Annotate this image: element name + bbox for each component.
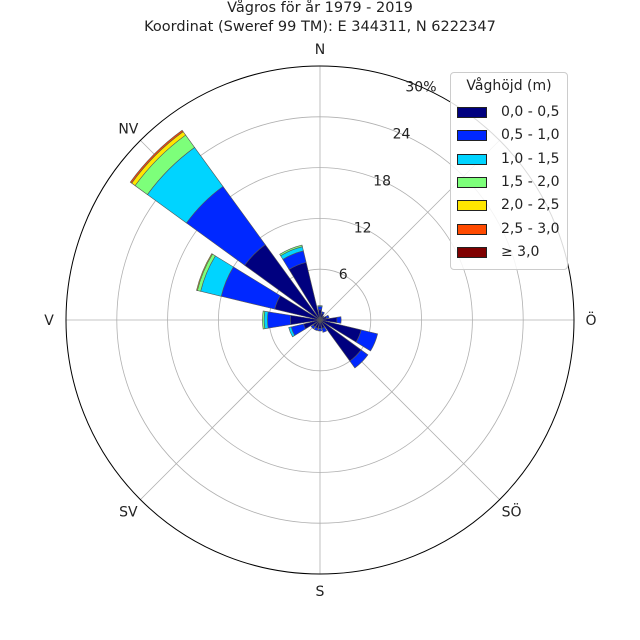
- radial-tick-label: 30%: [405, 79, 436, 95]
- legend: Våghöjd (m) 0,0 - 0,5 0,5 - 1,0 1,0 - 1,5 1…: [450, 72, 568, 270]
- rose-bar-segment: [196, 253, 213, 291]
- legend-swatch: [457, 246, 487, 258]
- rose-bar-segment: [336, 316, 342, 324]
- rose-bar-segment: [317, 305, 323, 307]
- legend-swatch: [457, 200, 487, 212]
- rose-bar-segment: [267, 311, 292, 329]
- rose-bar-segment: [325, 314, 330, 319]
- direction-label: NV: [118, 121, 138, 137]
- radial-tick-labels: 6 12 18 24 30%: [339, 79, 437, 283]
- chart-title: Vågros för år 1979 - 2019: [227, 0, 413, 16]
- rose-bar-segment: [317, 328, 323, 332]
- radial-tick-label: 6: [339, 267, 348, 283]
- direction-label: N: [315, 42, 325, 58]
- rose-bar-segment: [288, 326, 296, 338]
- direction-label: V: [44, 313, 54, 329]
- legend-title: Våghöjd (m): [466, 78, 552, 94]
- legend-label: 1,0 - 1,5: [501, 150, 560, 167]
- rose-bar-segment: [317, 306, 323, 311]
- rose-bar-segment: [321, 311, 325, 315]
- direction-labels: N NV V SV S SÖ Ö: [44, 42, 596, 600]
- legend-swatch: [457, 153, 487, 165]
- radial-tick-label: 18: [373, 173, 391, 189]
- rose-bar-segment: [279, 244, 303, 257]
- polar-frame: [65, 65, 575, 575]
- legend-swatch: [457, 176, 487, 188]
- direction-label: SV: [119, 505, 138, 521]
- legend-swatch: [457, 130, 487, 142]
- direction-label: SÖ: [502, 503, 522, 521]
- chart-subtitle: Koordinat (Sweref 99 TM): E 344311, N 62…: [144, 19, 496, 35]
- rose-bar-segment: [129, 129, 184, 184]
- outer-circle: [65, 65, 575, 575]
- rose-bar-segment: [349, 349, 369, 369]
- direction-label: Ö: [585, 311, 596, 329]
- legend-swatch: [457, 223, 487, 235]
- legend-label: 0,5 - 1,0: [501, 127, 560, 144]
- legend-label: 2,5 - 3,0: [501, 220, 560, 237]
- legend-label: 2,0 - 2,5: [501, 197, 560, 214]
- direction-label: S: [316, 584, 325, 600]
- rose-bar-segment: [355, 329, 378, 352]
- rose-bar-segment: [321, 326, 328, 333]
- radial-tick-label: 24: [393, 126, 411, 142]
- rose-bar-segment: [310, 324, 316, 330]
- wave-rose-bars: [129, 129, 378, 369]
- grid-spoke: [140, 319, 321, 500]
- legend-label: 1,5 - 2,0: [501, 173, 560, 190]
- legend-label: 0,0 - 0,5: [501, 104, 560, 120]
- radial-tick-label: 12: [354, 220, 372, 236]
- legend-swatch: [457, 107, 487, 118]
- legend-label: ≥ 3,0: [501, 243, 540, 260]
- rose-bar-segment: [322, 315, 325, 318]
- rose-bar-segment: [262, 310, 266, 330]
- rose-bar-segment: [313, 326, 319, 332]
